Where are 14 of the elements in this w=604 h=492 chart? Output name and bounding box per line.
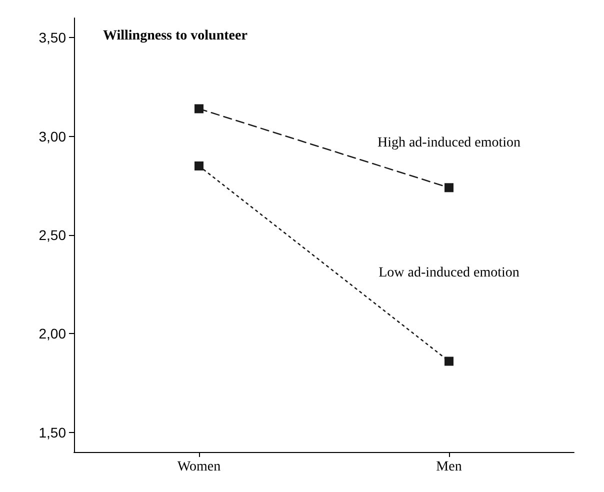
point xyxy=(194,161,204,170)
y-tick-label: 2,00 xyxy=(38,326,66,342)
x-tick-label: Women xyxy=(177,460,221,474)
y-tick-label: 1,50 xyxy=(38,424,66,440)
series-label: Low ad-induced emotion xyxy=(378,265,520,280)
y-tick-label: 3,00 xyxy=(38,128,66,144)
text: Willingness to volunteer xyxy=(103,28,248,44)
x-tick-label: Men xyxy=(436,460,462,474)
y-tick-label: 3,50 xyxy=(38,30,66,46)
point xyxy=(194,104,204,114)
series-label: High ad-induced emotion xyxy=(377,136,521,151)
point xyxy=(444,183,454,192)
point xyxy=(444,356,454,366)
y-tick-label: 2,50 xyxy=(38,227,66,243)
